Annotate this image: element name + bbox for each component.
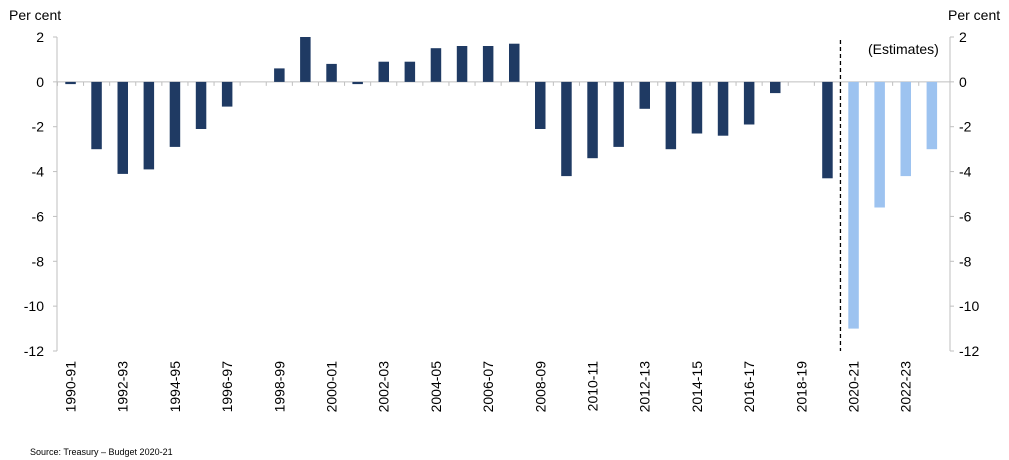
y-tick-label-left: -12 [24, 343, 44, 359]
bar-1991-92 [91, 81, 102, 150]
bar-2007-08 [509, 43, 520, 82]
bar-1990-91 [65, 81, 76, 85]
bar-2022-23 [900, 81, 911, 177]
bar-1994-95 [169, 81, 181, 147]
y-tick-label-left: -8 [32, 253, 45, 269]
x-tick-label: 2008-09 [532, 361, 548, 413]
bar-2019-20 [822, 81, 833, 179]
x-tick-label: 2016-17 [741, 361, 757, 413]
y-tick-label-left: 0 [36, 74, 44, 90]
bar-1999-00 [300, 37, 311, 82]
bar-2013-14 [665, 81, 677, 150]
bar-2009-10 [561, 81, 572, 177]
y-tick-label-right: 2 [959, 29, 967, 45]
x-tick-label: 2020-21 [846, 361, 862, 413]
x-tick-label: 2002-03 [376, 361, 392, 413]
x-tick-label: 1998-99 [271, 361, 287, 413]
bar-2004-05 [430, 48, 442, 82]
bar-2008-09 [535, 81, 546, 129]
bar-2002-03 [378, 61, 389, 82]
x-tick-label: 2018-19 [793, 361, 809, 413]
bar-1992-93 [117, 81, 128, 174]
bar-1995-96 [195, 81, 207, 129]
y-tick-label-right: 0 [959, 74, 967, 90]
y-tick-label-left: -10 [24, 298, 44, 314]
bar-2017-18 [770, 81, 781, 94]
bar-1996-97 [221, 81, 233, 107]
bar-2023-24 [926, 81, 938, 150]
estimates-annotation: (Estimates) [868, 41, 939, 57]
source-note: Source: Treasury – Budget 2020-21 [30, 447, 173, 457]
y-tick-label-right: -2 [959, 119, 972, 135]
bar-2010-11 [587, 81, 598, 159]
x-tick-label: 1990-91 [63, 361, 79, 413]
bar-2021-22 [874, 81, 885, 208]
x-tick-label: 2004-05 [428, 361, 444, 413]
y-tick-label-left: -6 [32, 208, 45, 224]
y-unit-label-left: Per cent [9, 7, 61, 23]
bar-1998-99 [274, 68, 285, 82]
bar-1993-94 [143, 81, 155, 170]
bar-2014-15 [691, 81, 703, 134]
y-tick-label-right: -10 [959, 298, 979, 314]
bar-2020-21 [848, 81, 859, 329]
y-tick-label-right: -8 [959, 253, 972, 269]
x-tick-label: 1996-97 [219, 361, 235, 413]
axes [53, 36, 954, 352]
bars [65, 37, 938, 329]
x-tick-label: 2012-13 [637, 361, 653, 413]
bar-2005-06 [456, 46, 468, 82]
y-tick-label-right: -4 [959, 164, 972, 180]
x-tick-label: 2000-01 [324, 361, 340, 413]
y-tick-label-left: -2 [32, 119, 45, 135]
x-tick-label: 2022-23 [898, 361, 914, 413]
bar-2011-12 [613, 81, 624, 147]
y-unit-label-right: Per cent [948, 7, 1000, 23]
bar-2015-16 [717, 81, 729, 136]
bar-2006-07 [482, 46, 494, 82]
y-tick-label-right: -6 [959, 208, 972, 224]
bar-2001-02 [352, 81, 363, 85]
x-tick-label: 2010-11 [585, 361, 601, 412]
bar-2000-01 [326, 63, 337, 82]
bar-2012-13 [639, 81, 650, 109]
x-tick-label: 2014-15 [689, 361, 705, 413]
y-tick-label-right: -12 [959, 343, 979, 359]
bar-2003-04 [404, 61, 416, 82]
bar-2016-17 [743, 81, 755, 125]
x-tick-label: 1994-95 [167, 361, 183, 413]
y-tick-label-left: -4 [32, 164, 45, 180]
x-tick-label: 1992-93 [115, 361, 131, 413]
x-tick-label: 2006-07 [480, 361, 496, 413]
labels: 2 2 0 0 -2 -2 -4 -4 -6 -6 -8 -8 -10 -10 -12 -12 Per cent… [9, 7, 1000, 412]
y-tick-label-left: 2 [36, 29, 44, 45]
